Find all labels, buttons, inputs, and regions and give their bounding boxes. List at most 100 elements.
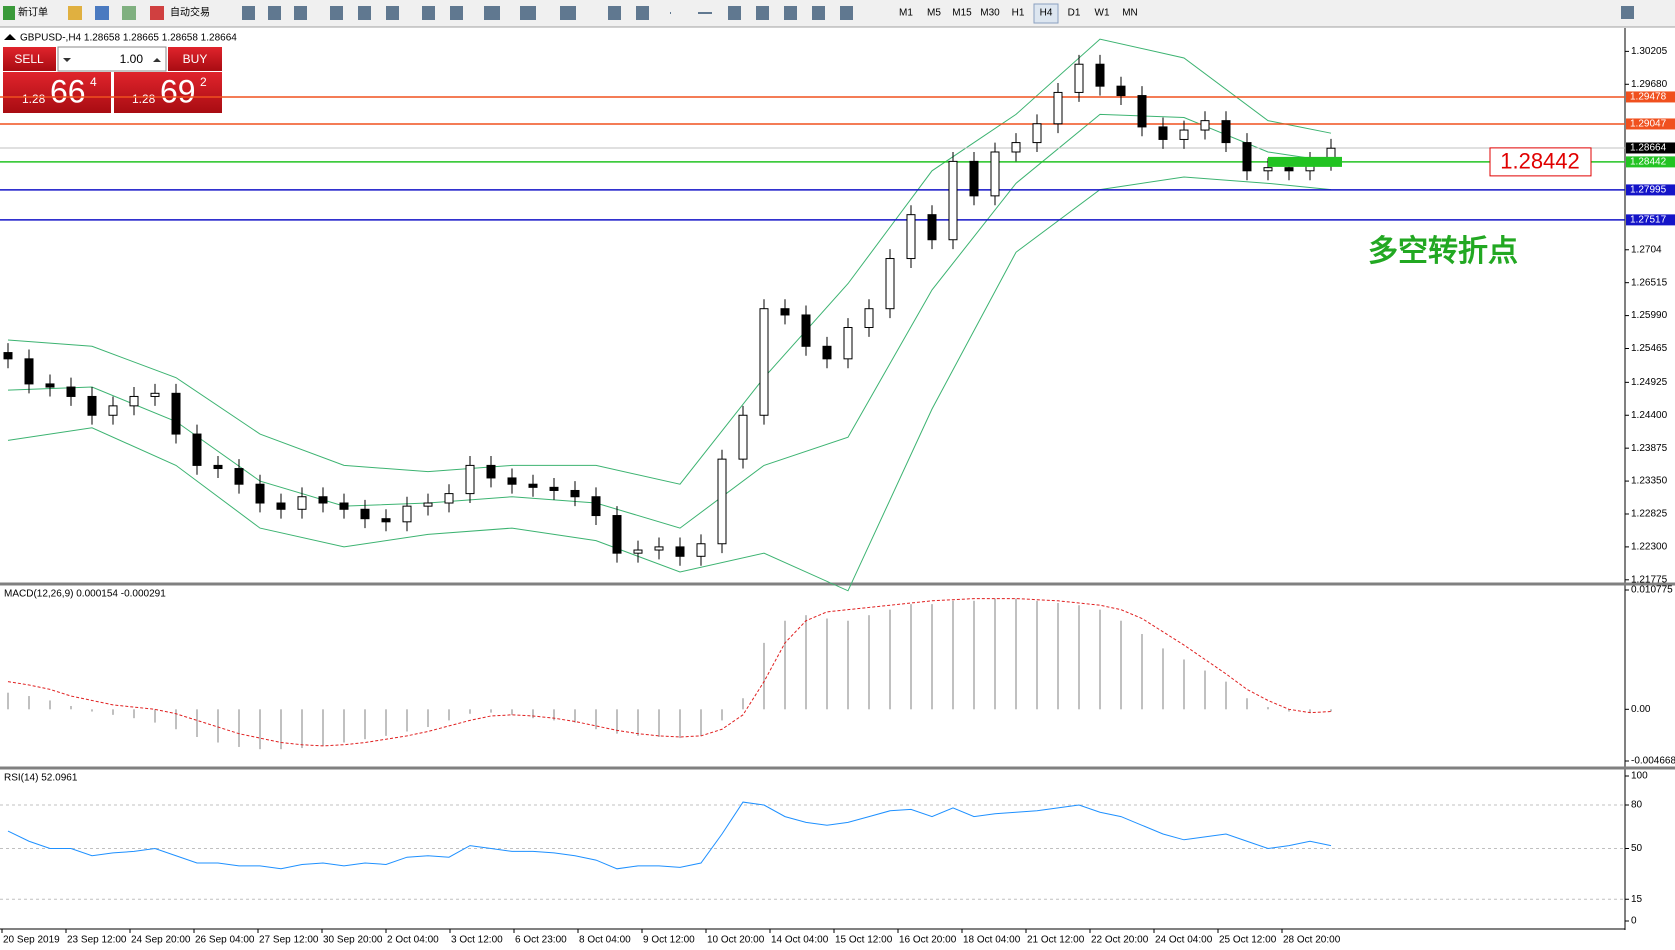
candle-body	[1158, 126, 1168, 140]
timeframe-button[interactable]: H4	[1040, 8, 1053, 19]
buy-price-big: 1.28	[132, 92, 156, 106]
tool-icon[interactable]	[698, 12, 712, 14]
candle-body	[297, 496, 307, 510]
level-price-label: 1.27995	[1630, 185, 1667, 196]
tool-icon[interactable]	[242, 6, 255, 20]
sell-price-box[interactable]	[3, 72, 111, 113]
time-label: 24 Oct 04:00	[1155, 935, 1213, 946]
tool-icon[interactable]	[670, 12, 671, 14]
candle-body	[969, 160, 979, 197]
time-label: 24 Sep 20:00	[131, 935, 191, 946]
candle-body	[990, 151, 1000, 197]
spin-up[interactable]	[153, 58, 161, 62]
timeframe-button[interactable]: M5	[927, 8, 941, 19]
time-label: 2 Oct 04:00	[387, 935, 439, 946]
buy-price-box[interactable]	[114, 72, 222, 113]
level-price-label: 1.29047	[1630, 119, 1667, 130]
macd-tick-label: 0.00	[1631, 704, 1651, 715]
tool-icon[interactable]	[520, 6, 536, 20]
turning-point-marker	[1268, 156, 1342, 167]
timeframe-button[interactable]: M15	[952, 8, 972, 19]
price-tick-label: 1.2704	[1631, 244, 1662, 255]
lots-input[interactable]	[57, 46, 167, 72]
tool-icon[interactable]	[728, 6, 741, 20]
time-label: 3 Oct 12:00	[451, 935, 503, 946]
candle-body	[234, 468, 244, 485]
price-tick-label: 1.23875	[1631, 443, 1668, 454]
timeframe-button[interactable]: D1	[1068, 8, 1081, 19]
tool-icon[interactable]	[756, 6, 769, 20]
tool-icon[interactable]	[636, 6, 649, 20]
auto-trading-button[interactable]: 自动交易	[170, 6, 210, 19]
tool-icon[interactable]	[812, 6, 825, 20]
candle-body	[612, 515, 622, 554]
tool-icon[interactable]	[95, 6, 109, 20]
price-annotation-box	[1489, 147, 1592, 177]
tool-icon[interactable]	[330, 6, 343, 20]
time-label: 28 Oct 20:00	[1283, 935, 1341, 946]
candle-body	[864, 308, 874, 328]
time-label: 20 Sep 2019	[3, 935, 60, 946]
timeframe-button[interactable]: H1	[1012, 8, 1025, 19]
candle-body	[759, 308, 769, 416]
tool-icon[interactable]	[68, 6, 82, 20]
sell-button[interactable]	[3, 47, 56, 71]
buy-button[interactable]	[168, 47, 222, 71]
timeframe-button[interactable]: M30	[980, 8, 1000, 19]
tool-icon[interactable]	[840, 6, 853, 20]
collapse-arrow[interactable]	[4, 34, 16, 40]
new-order-button[interactable]: 新订单	[18, 6, 48, 19]
timeframe-button[interactable]: W1	[1095, 8, 1110, 19]
candle-body	[1221, 120, 1231, 144]
candle-body	[1074, 63, 1084, 93]
candle-body	[1137, 95, 1147, 128]
active-timeframe[interactable]	[1033, 3, 1059, 24]
timeframe-button[interactable]: M1	[899, 8, 913, 19]
rsi-tick-label: 80	[1631, 800, 1643, 811]
tool-icon[interactable]	[484, 6, 500, 20]
price-tick-label: 1.30205	[1631, 46, 1668, 57]
candle-body	[696, 543, 706, 557]
tool-icon[interactable]	[450, 6, 463, 20]
tool-icon[interactable]	[294, 6, 307, 20]
tool-icon[interactable]	[608, 6, 621, 20]
time-label: 8 Oct 04:00	[579, 935, 631, 946]
bollinger-lower	[7, 176, 1332, 592]
macd-tick-label: -0.004668	[1631, 756, 1675, 767]
candle-body	[1011, 142, 1021, 153]
sell-label[interactable]: SELL	[14, 52, 44, 66]
auto-trading-icon[interactable]	[150, 6, 164, 20]
level-price-box	[1626, 214, 1675, 226]
level-price-label: 1.28442	[1630, 157, 1667, 168]
candle-body	[528, 483, 538, 488]
time-label: 14 Oct 04:00	[771, 935, 829, 946]
spin-down[interactable]	[63, 58, 71, 62]
candle-body	[465, 464, 475, 495]
buy-label[interactable]: BUY	[183, 52, 208, 66]
new-order-icon[interactable]	[3, 6, 15, 20]
time-label: 6 Oct 23:00	[515, 935, 567, 946]
tool-icon[interactable]	[560, 6, 576, 20]
sell-price-big: 1.28	[22, 92, 46, 106]
tool-icon[interactable]	[122, 6, 136, 20]
candle-body	[1053, 91, 1063, 125]
candle-body	[591, 496, 601, 517]
chart-header: GBPUSD-,H4 1.28658 1.28665 1.28658 1.286…	[20, 33, 237, 44]
candle-body	[1263, 167, 1273, 172]
tool-icon[interactable]	[784, 6, 797, 20]
time-label: 22 Oct 20:00	[1091, 935, 1149, 946]
annotation-text: 多空转折点	[1368, 235, 1518, 268]
candle-body	[318, 496, 328, 504]
candle-body	[822, 345, 832, 360]
tool-icon[interactable]	[358, 6, 371, 20]
tool-icon[interactable]	[268, 6, 281, 20]
search-icon[interactable]	[1621, 6, 1634, 19]
tool-icon[interactable]	[386, 6, 399, 20]
tool-icon[interactable]	[422, 6, 435, 20]
sell-price-pips: 66	[50, 73, 86, 109]
lots-value[interactable]: 1.00	[120, 52, 144, 66]
level-price-label: 1.27517	[1630, 215, 1667, 226]
timeframe-button[interactable]: MN	[1122, 8, 1138, 19]
candle-body	[129, 395, 139, 407]
buy-price-pips: 69	[160, 73, 196, 109]
